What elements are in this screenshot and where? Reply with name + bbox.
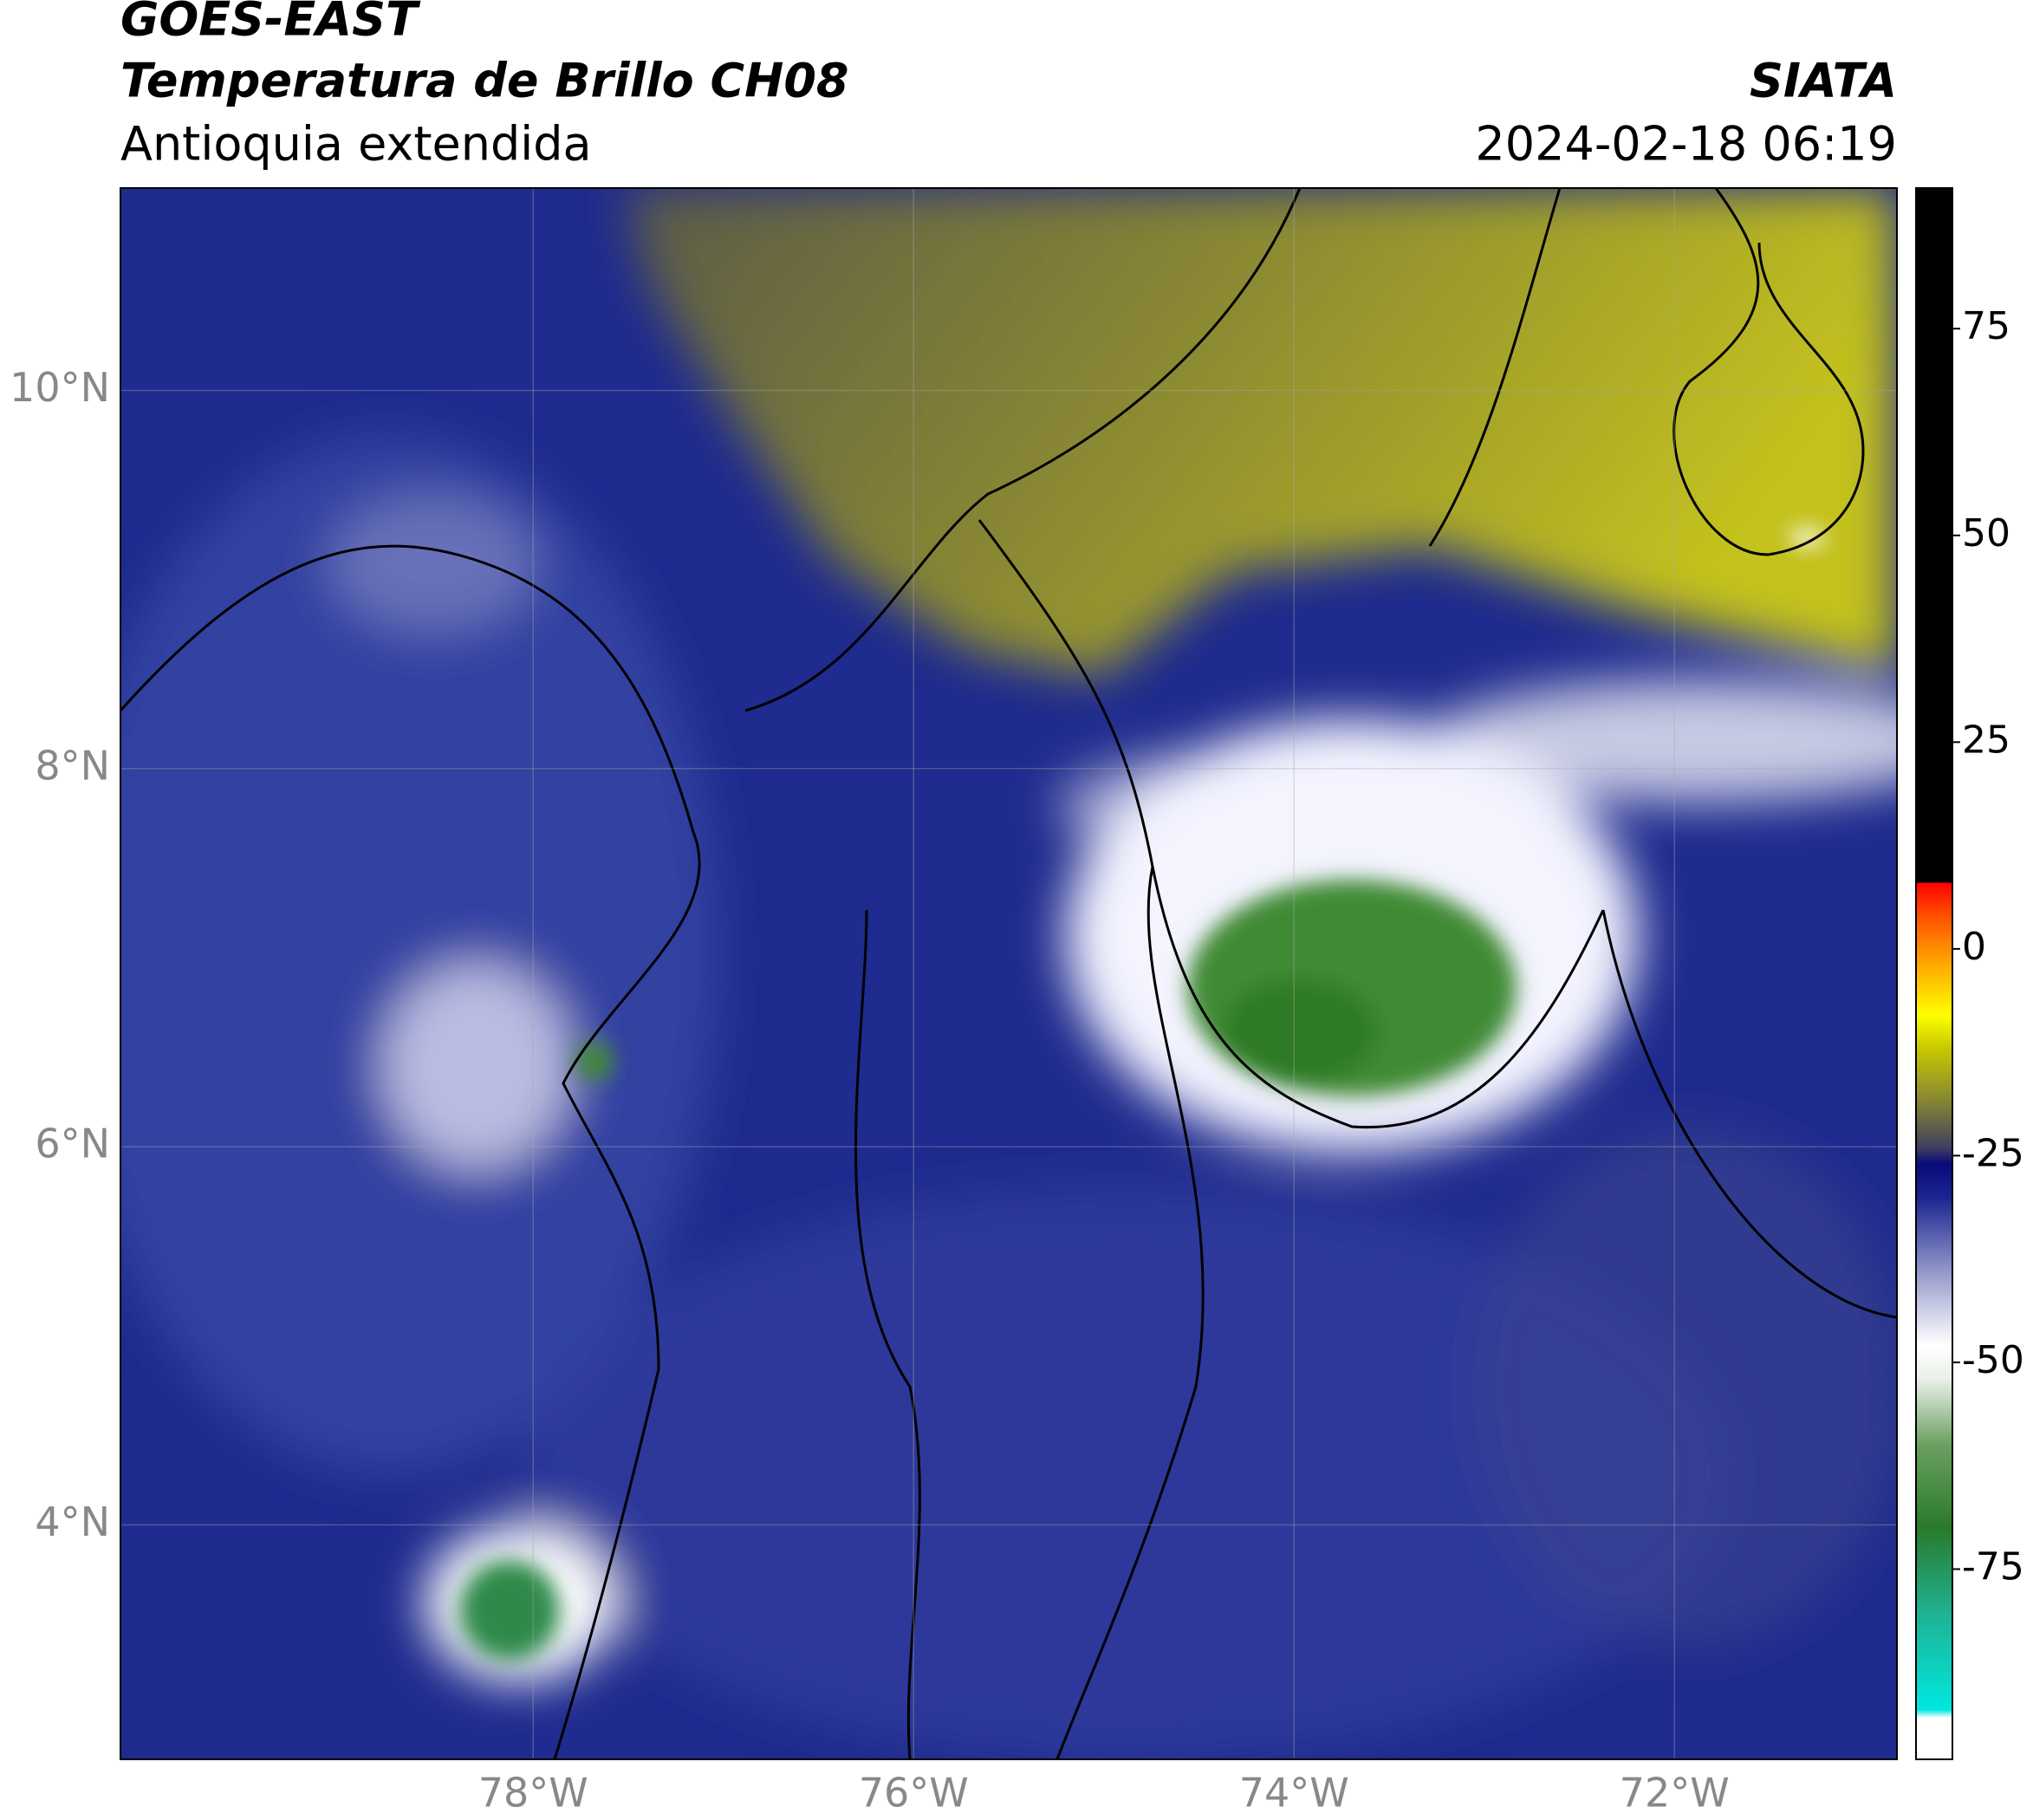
x-tick-label: 72°W	[1620, 1770, 1730, 1817]
y-tick-label: 4°N	[35, 1498, 110, 1545]
source: SIATA	[1750, 54, 1897, 108]
borders	[120, 188, 1897, 1759]
colorbar-tick-label: -75	[1962, 1545, 2024, 1589]
colorbar-tick-label: 25	[1962, 718, 2010, 762]
map-frame	[120, 187, 1898, 1760]
colorbar	[1915, 187, 1953, 1760]
y-tick-label: 6°N	[35, 1121, 110, 1167]
y-tick-label: 8°N	[35, 742, 110, 789]
datetime: 2024-02-18 06:19	[1475, 117, 1897, 172]
cloud-field	[120, 188, 1897, 1759]
x-tick-label: 74°W	[1239, 1770, 1349, 1817]
colorbar-tick-label: 75	[1962, 304, 2010, 348]
x-tick-label: 78°W	[478, 1770, 588, 1817]
grid	[120, 188, 1897, 1759]
colorbar-tick-label: 50	[1962, 511, 2010, 556]
colorbar-tick-label: -25	[1962, 1131, 2024, 1175]
title: GOES-EAST	[120, 0, 421, 47]
x-tick-label: 76°W	[859, 1770, 969, 1817]
satellite-image	[120, 188, 1897, 1759]
region: Antioquia extendida	[120, 117, 592, 172]
cold-tops	[459, 529, 1824, 1661]
subtitle: Temperatura de Brillo CH08	[120, 54, 849, 108]
y-tick-label: 10°N	[10, 364, 110, 411]
colorbar-tick-label: -50	[1962, 1338, 2024, 1382]
colorbar-tick-label: 0	[1962, 925, 1986, 969]
